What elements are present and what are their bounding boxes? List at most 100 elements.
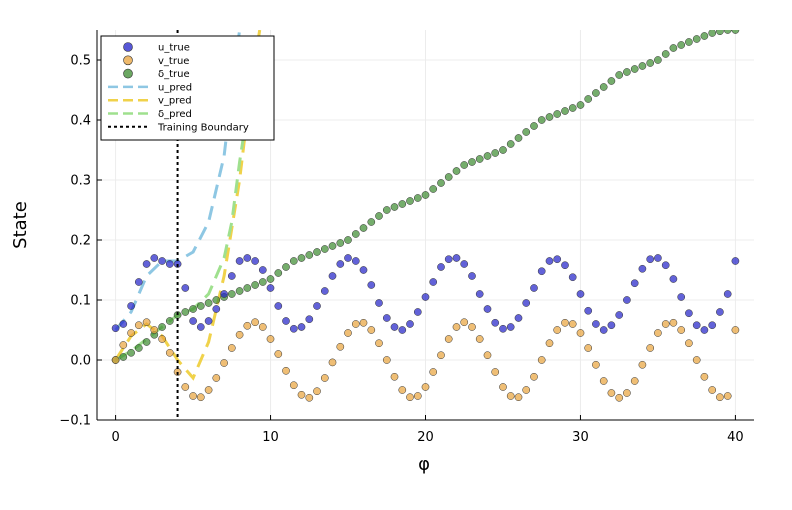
point-δ_true bbox=[204, 299, 213, 307]
point-u_true bbox=[646, 255, 655, 264]
point-v_true bbox=[227, 344, 236, 352]
point-δ_true bbox=[731, 30, 740, 34]
point-u_true bbox=[731, 257, 740, 265]
point-v_true bbox=[437, 351, 445, 360]
point-u_true bbox=[475, 290, 484, 298]
point-u_true bbox=[661, 261, 670, 270]
point-δ_true bbox=[723, 30, 732, 34]
point-v_true bbox=[421, 383, 430, 391]
point-δ_true bbox=[243, 284, 252, 292]
point-v_true bbox=[204, 386, 213, 394]
point-u_true bbox=[615, 311, 624, 319]
y-tick-label: 0.1 bbox=[70, 294, 91, 309]
point-v_true bbox=[111, 356, 120, 364]
point-u_true bbox=[506, 323, 515, 331]
point-v_true bbox=[615, 393, 624, 402]
point-u_true bbox=[545, 257, 554, 265]
point-u_true bbox=[452, 254, 461, 262]
point-u_true bbox=[351, 257, 360, 265]
point-u_true bbox=[514, 314, 523, 322]
point-δ_true bbox=[390, 203, 399, 211]
point-u_true bbox=[251, 257, 259, 265]
legend-label: v_true bbox=[158, 56, 189, 67]
point-u_true bbox=[499, 324, 507, 333]
point-v_true bbox=[413, 392, 422, 400]
point-v_true bbox=[375, 339, 383, 348]
point-u_true bbox=[220, 290, 228, 298]
point-v_true bbox=[297, 390, 306, 399]
point-v_true bbox=[196, 393, 205, 402]
x-axis-label: φ bbox=[418, 454, 430, 475]
point-v_true bbox=[344, 329, 352, 337]
point-u_true bbox=[561, 261, 569, 270]
point-δ_true bbox=[460, 161, 469, 169]
point-v_true bbox=[305, 393, 314, 402]
point-δ_true bbox=[623, 68, 631, 76]
point-u_true bbox=[336, 260, 345, 268]
y-tick-label: 0.4 bbox=[70, 114, 91, 129]
point-δ_true bbox=[119, 353, 128, 361]
point-u_true bbox=[390, 323, 399, 331]
y-axis-label: State bbox=[10, 201, 31, 249]
plot-area bbox=[111, 30, 740, 420]
point-u_true bbox=[576, 290, 585, 298]
point-δ_true bbox=[382, 206, 391, 214]
legend-label: δ_pred bbox=[158, 109, 192, 120]
point-u_true bbox=[607, 321, 616, 330]
point-u_true bbox=[654, 254, 662, 262]
point-u_true bbox=[344, 254, 352, 262]
point-v_true bbox=[351, 320, 360, 328]
point-δ_true bbox=[491, 149, 500, 157]
point-v_true bbox=[289, 381, 298, 390]
point-v_true bbox=[220, 359, 228, 367]
point-u_true bbox=[119, 320, 128, 328]
point-v_true bbox=[499, 383, 507, 391]
point-v_true bbox=[452, 323, 461, 331]
point-δ_true bbox=[181, 308, 190, 316]
point-δ_true bbox=[444, 173, 453, 181]
point-v_true bbox=[142, 318, 151, 327]
point-v_true bbox=[545, 339, 554, 348]
point-u_true bbox=[638, 264, 647, 273]
point-δ_true bbox=[483, 152, 492, 160]
point-u_true bbox=[266, 284, 275, 292]
point-v_true bbox=[491, 368, 500, 376]
point-v_true bbox=[584, 344, 593, 352]
point-u_true bbox=[367, 281, 376, 289]
legend-label: Training Boundary bbox=[157, 122, 249, 133]
point-δ_true bbox=[584, 95, 593, 103]
point-δ_true bbox=[545, 113, 554, 121]
point-v_true bbox=[623, 389, 631, 397]
point-v_true bbox=[468, 323, 476, 331]
point-u_true bbox=[599, 326, 608, 334]
point-u_true bbox=[437, 263, 445, 271]
point-v_true bbox=[506, 392, 515, 400]
point-δ_true bbox=[506, 140, 515, 148]
point-δ_true bbox=[677, 41, 686, 49]
point-v_true bbox=[251, 318, 259, 327]
legend-label: δ_true bbox=[158, 69, 190, 80]
y-tick-label: 0.5 bbox=[70, 54, 91, 69]
point-v_true bbox=[685, 339, 693, 348]
point-v_true bbox=[483, 351, 492, 360]
point-δ_true bbox=[475, 155, 484, 163]
point-u_true bbox=[127, 302, 135, 310]
point-u_true bbox=[491, 318, 500, 327]
point-v_true bbox=[266, 335, 275, 343]
point-v_true bbox=[235, 330, 244, 339]
point-δ_true bbox=[134, 344, 143, 352]
y-tick-label: 0.0 bbox=[70, 354, 91, 369]
legend-label: u_pred bbox=[158, 82, 192, 93]
point-v_true bbox=[530, 372, 538, 381]
point-δ_true bbox=[282, 263, 290, 271]
point-δ_true bbox=[568, 104, 577, 112]
point-u_true bbox=[289, 324, 298, 333]
point-v_true bbox=[189, 392, 197, 400]
point-v_true bbox=[320, 374, 329, 382]
point-δ_true bbox=[266, 275, 275, 283]
point-u_true bbox=[630, 279, 639, 288]
point-v_true bbox=[475, 335, 484, 343]
point-u_true bbox=[522, 299, 531, 307]
point-u_true bbox=[429, 278, 438, 286]
point-u_true bbox=[158, 257, 166, 265]
